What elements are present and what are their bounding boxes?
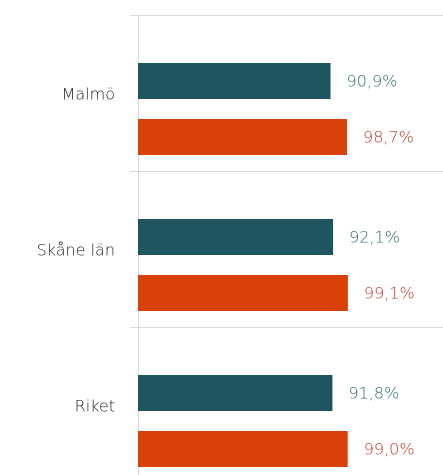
category-label: Riket	[75, 397, 115, 416]
value-label: 92,1%	[349, 228, 400, 247]
category-label: Malmö	[62, 85, 115, 104]
value-label: 91,8%	[348, 384, 399, 403]
bar	[138, 219, 334, 255]
value-label: 99,1%	[364, 284, 415, 303]
bar	[138, 375, 333, 411]
category-label: Skåne län	[37, 241, 115, 260]
bar	[138, 431, 348, 467]
bar	[138, 119, 348, 155]
bar	[138, 275, 348, 311]
bar	[138, 63, 331, 99]
value-label: 98,7%	[363, 128, 414, 147]
value-label: 99,0%	[364, 440, 415, 459]
value-label: 90,9%	[347, 72, 398, 91]
